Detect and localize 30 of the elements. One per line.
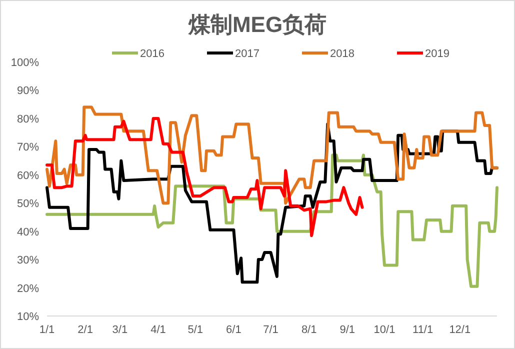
y-tick-label: 10% [16,311,40,323]
x-tick-label: 2/1 [78,324,93,336]
legend-label: 2016 [140,48,164,60]
line-series [46,106,498,205]
legend-label: 2017 [235,48,260,60]
y-tick-label: 40% [16,226,40,238]
y-tick-label: 70% [16,142,40,154]
y-tick-label: 80% [16,113,40,126]
y-tick-label: 20% [16,282,40,295]
x-tick-label: 6/1 [226,324,242,336]
y-tick-label: 50% [16,198,40,210]
x-tick-label: 1/1 [39,324,55,336]
y-tick-label: 90% [16,85,40,98]
line-series [46,116,364,238]
y-tick-label: 100% [10,57,40,69]
legend-label: 2019 [425,48,450,60]
x-tick-label: 5/1 [188,324,203,336]
y-tick-label: 30% [16,254,40,267]
x-tick-label: 9/1 [340,324,356,336]
x-tick-label: 10/1 [374,324,396,336]
legend-label: 2018 [330,48,354,60]
x-tick-label: 8/1 [301,324,317,336]
x-tick-label: 4/1 [150,324,166,336]
x-tick-label: 7/1 [263,324,278,336]
x-tick-label: 3/1 [112,324,128,336]
x-tick-label: 11/1 [412,324,434,336]
y-tick-label: 60% [16,170,40,182]
line-series [46,154,498,288]
chart-title: 煤制MEG负荷 [187,12,327,37]
x-tick-label: 12/1 [449,324,471,336]
